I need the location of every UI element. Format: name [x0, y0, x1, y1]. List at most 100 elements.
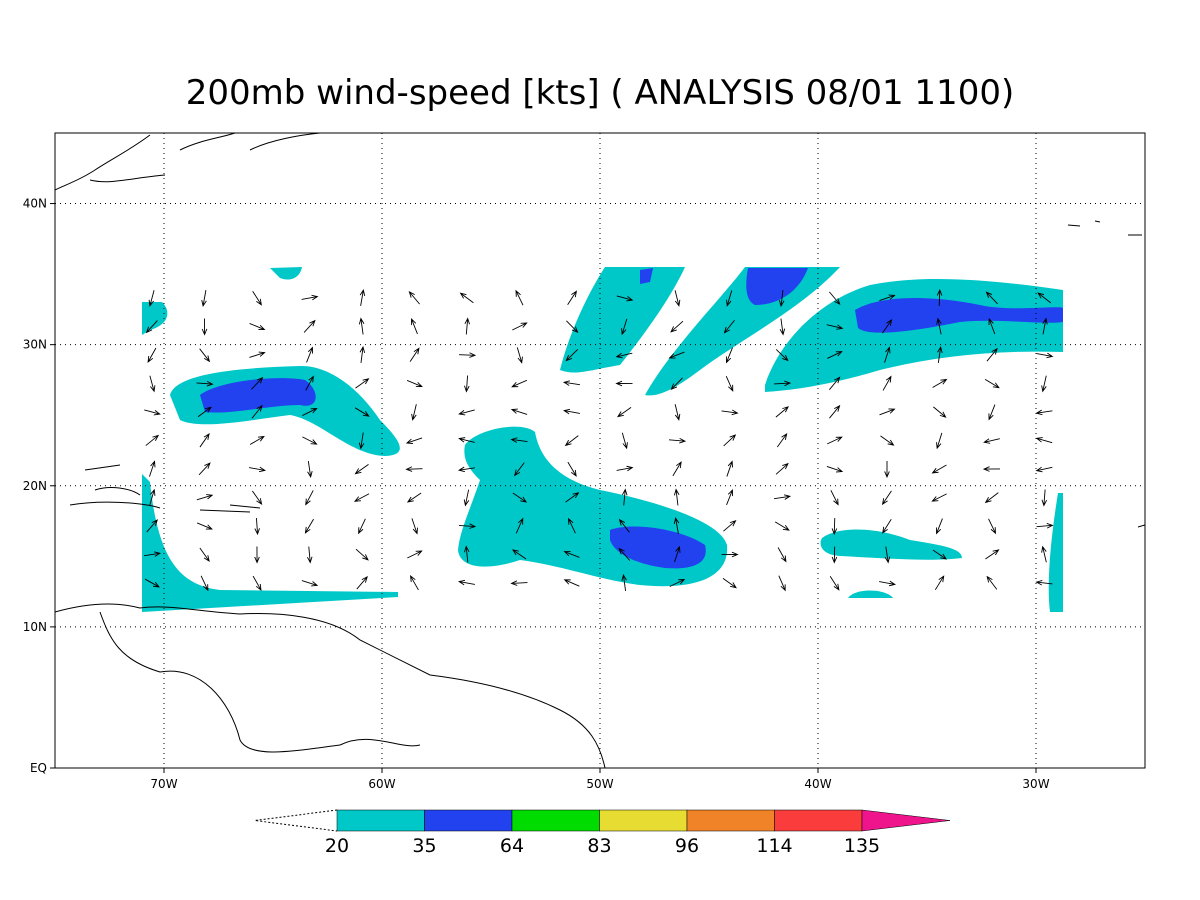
wind-arrow — [252, 490, 263, 505]
wind-arrow — [144, 551, 162, 557]
wind-arrow — [726, 460, 733, 477]
wind-arrow — [354, 407, 370, 417]
wind-arrow — [458, 523, 477, 529]
wind-arrow — [567, 461, 577, 477]
shade-cyan — [142, 474, 398, 612]
wind-arrow — [198, 462, 211, 476]
wind-arrow — [721, 409, 739, 416]
wind-arrow — [457, 579, 475, 586]
wind-arrow — [932, 549, 948, 560]
coastline — [54, 603, 606, 769]
wind-arrow — [196, 494, 214, 501]
wind-arrow — [568, 517, 576, 534]
wind-arrow — [405, 466, 423, 472]
wind-arrow — [774, 494, 792, 500]
wind-arrow — [459, 292, 474, 304]
wind-arrow — [199, 432, 210, 448]
coastlines — [54, 132, 1146, 769]
wind-arrow — [615, 352, 633, 359]
wind-arrow — [829, 291, 841, 306]
wind-arrow — [879, 294, 896, 302]
lat-label: EQ — [30, 761, 47, 775]
wind-arrow — [463, 489, 470, 507]
wind-arrow — [616, 407, 632, 418]
wind-arrow — [457, 466, 475, 473]
wind-arrow — [249, 435, 265, 445]
wind-arrow — [829, 376, 841, 390]
wind-arrow — [511, 549, 527, 560]
wind-arrow — [934, 575, 945, 591]
wind-arrow — [359, 288, 366, 306]
colorbar-high-arrow — [861, 809, 951, 832]
wind-arrow — [1036, 352, 1054, 359]
wind-arrow — [251, 376, 264, 390]
wind-arrow — [616, 465, 634, 472]
wind-arrow — [936, 317, 942, 335]
wind-arrow — [726, 488, 734, 506]
wind-arrow — [148, 290, 155, 307]
shade-blue — [610, 526, 706, 569]
wind-arrow — [984, 492, 999, 504]
wind-arrow — [884, 346, 891, 363]
shade-cyan — [560, 267, 685, 373]
colorbar-box — [511, 809, 600, 832]
wind-arrow — [882, 318, 893, 334]
colorbar-low-arrow — [254, 809, 338, 832]
shade-blue — [855, 298, 1063, 333]
wind-arrow — [303, 319, 316, 333]
wind-arrow — [249, 351, 266, 358]
wind-arrow — [254, 517, 260, 536]
map-frame — [54, 132, 1146, 769]
wind-arrow — [1035, 409, 1053, 416]
wind-arrow — [409, 347, 420, 362]
shade-blue — [640, 268, 653, 284]
wind-arrow — [356, 576, 368, 590]
wind-arrow — [358, 432, 365, 450]
wind-arrow — [409, 575, 419, 591]
wind-arrow — [358, 317, 365, 335]
wind-arrow — [511, 379, 528, 388]
wind-arrow — [879, 580, 897, 587]
shade-cyan — [820, 529, 962, 560]
wind-arrow — [512, 322, 528, 331]
wind-arrow — [880, 435, 895, 446]
wind-arrow — [458, 437, 475, 443]
wind-arrow — [621, 432, 628, 450]
lon-label: 70W — [150, 777, 177, 791]
wind-vectors — [144, 288, 1054, 592]
wind-arrow — [773, 380, 792, 387]
wind-arrow — [199, 547, 210, 562]
islands — [69, 464, 261, 513]
wind-arrow — [464, 317, 470, 335]
wind-arrow — [458, 352, 477, 358]
wind-arrow — [723, 319, 735, 334]
wind-arrow — [515, 289, 524, 306]
wind-arrow — [516, 347, 523, 364]
wind-arrow — [936, 288, 943, 307]
wind-arrow — [565, 349, 579, 362]
wind-arrow — [931, 493, 947, 502]
wind-arrow — [1037, 292, 1052, 304]
wind-arrow — [359, 345, 366, 363]
wind-arrow — [615, 380, 633, 387]
colorbar-label: 83 — [587, 835, 611, 857]
wind-arrow — [147, 347, 157, 363]
wind-arrow — [515, 517, 524, 534]
wind-arrow — [982, 466, 1001, 472]
wind-arrow — [937, 345, 943, 363]
shade-cyan — [848, 590, 893, 598]
wind-arrow — [986, 347, 998, 362]
wind-arrow — [673, 516, 680, 534]
wind-arrow — [565, 492, 580, 503]
wind-arrow — [882, 375, 892, 391]
wind-arrow — [411, 518, 418, 535]
wind-arrow — [355, 548, 369, 561]
wind-arrow — [618, 547, 631, 561]
wind-arrow — [305, 375, 314, 391]
wind-arrow — [933, 406, 947, 418]
wind-arrow — [827, 436, 843, 445]
wind-arrow — [829, 404, 841, 419]
colorbar-box — [774, 809, 863, 832]
shade-cyan — [645, 267, 840, 396]
